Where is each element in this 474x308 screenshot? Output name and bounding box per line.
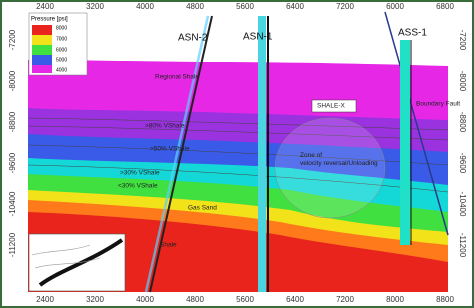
y-tick-label: -8800 [8,111,17,132]
x-tick-label: 4800 [186,2,204,11]
x-tick-label: 2400 [36,2,54,11]
y-tick-label: -10400 [8,191,17,216]
layer-top [28,12,448,66]
annotation: >50% VShale [150,146,190,153]
annotation: Shale [160,242,177,249]
shale-x-box [311,99,357,113]
inset-feature [38,238,124,287]
legend-swatch [32,65,52,73]
inset-map [28,233,126,292]
x-tick-label: 6400 [286,295,304,304]
y-tick-label: -7200 [458,30,467,51]
well-label: ASS-1 [398,28,427,39]
legend-swatch [32,45,52,55]
zone-outline [274,117,386,219]
y-tick-label: -8000 [8,70,17,91]
legend-swatch [32,35,52,45]
x-tick-label: 4000 [136,295,154,304]
y-tick-label: -11200 [8,232,17,257]
x-tick-label: 2400 [36,295,54,304]
well-asn2 [149,15,213,293]
y-tick-label: -7200 [8,29,17,50]
boundary-fault-line [384,11,449,236]
legend: Pressure [psi] 8000 7000 6000 5000 4000 [28,12,88,76]
annotation: >80% VShale [145,123,185,130]
annotation: <30% VShale [118,183,158,190]
legend-item: 8000 [56,25,67,31]
legend-swatch [32,55,52,65]
x-tick-label: 3200 [86,2,104,11]
x-tick-label: 6400 [286,2,304,11]
horizons [27,117,449,193]
legend-item: 6000 [56,47,67,53]
inset-contours [31,244,101,269]
x-tick-label: 8000 [386,295,404,304]
legend-item: 4000 [56,67,67,73]
annotation: >30% VShale [120,170,160,177]
well-ass1-log [400,40,410,245]
y-tick-label: -10400 [458,192,467,217]
y-tick-label: -9600 [8,152,17,173]
x-tick-label: 7200 [336,2,354,11]
annotation: Regional Shale [155,74,199,81]
annotation: Zone of velocity reversal/Unloading [300,152,378,167]
axes: 2400 3200 4000 4800 5600 6400 7200 6000 6800 2400… [8,2,467,304]
x-tick-label: 8800 [436,295,454,304]
x-tick-label: 7200 [336,295,354,304]
annotation: Gas Sand [188,205,217,212]
well-label: ASN-1 [243,32,273,43]
x-tick-label: 6000 [386,2,404,11]
x-tick-label: 4000 [136,2,154,11]
legend-item: 7000 [56,36,67,42]
x-tick-label: 4800 [186,295,204,304]
y-tick-label: -8000 [458,71,467,92]
x-tick-label: 5600 [236,295,254,304]
y-tick-label: -11200 [458,233,467,258]
well-asn1-log [258,16,266,292]
legend-swatch [32,25,52,35]
legend-item: 5000 [56,57,67,63]
annotation: SHALE-X [317,103,345,110]
x-tick-label: 6800 [436,2,454,11]
y-tick-label: -9600 [458,153,467,174]
y-tick-label: -8800 [458,112,467,133]
x-tick-label: 3200 [86,295,104,304]
legend-title: Pressure [psi] [31,17,68,23]
well-label: ASN-2 [178,33,208,44]
well-asn2-log [144,15,210,293]
annotation: Boundary Fault [416,101,460,108]
x-tick-label: 5600 [236,2,254,11]
